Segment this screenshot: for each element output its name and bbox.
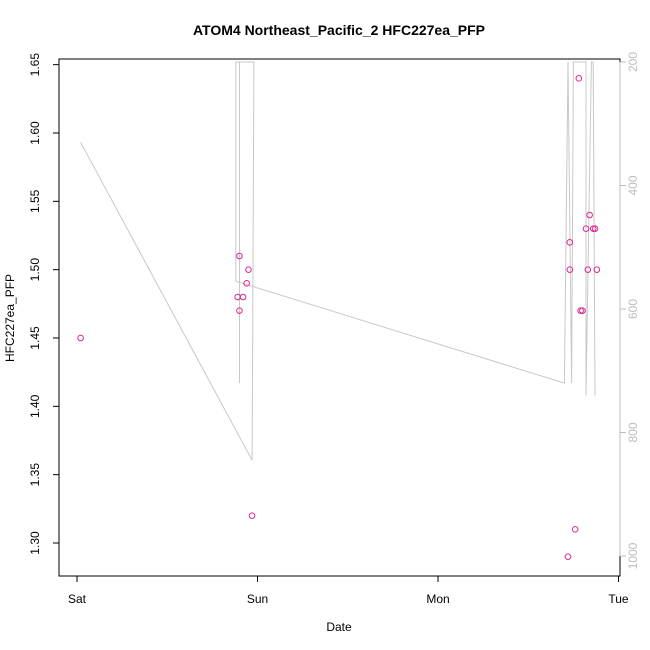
data-point bbox=[591, 225, 599, 232]
data-point bbox=[77, 334, 84, 342]
x-tick-label: Tue bbox=[608, 592, 629, 606]
data-point bbox=[577, 307, 584, 314]
x-axis-label: Date bbox=[326, 620, 352, 634]
y-tick-label: 1.50 bbox=[28, 258, 42, 282]
data-point bbox=[239, 293, 247, 301]
point-series bbox=[77, 75, 601, 560]
series-line bbox=[80, 61, 596, 461]
data-point bbox=[236, 307, 243, 314]
y2-tick-label: 200 bbox=[626, 52, 640, 72]
y2-tick-label: 800 bbox=[626, 422, 640, 442]
data-point bbox=[571, 526, 579, 533]
x-tick-label: Sun bbox=[247, 592, 268, 606]
data-point bbox=[236, 252, 243, 260]
y-tick-label: 1.35 bbox=[28, 463, 42, 487]
y-tick-label: 1.55 bbox=[28, 189, 42, 213]
data-point bbox=[566, 239, 574, 246]
x-axis: Sat Sun Mon Tue bbox=[68, 575, 629, 606]
y-tick-label: 1.30 bbox=[28, 531, 42, 555]
data-point bbox=[248, 512, 256, 519]
data-point bbox=[589, 225, 597, 232]
y-tick-label: 1.40 bbox=[28, 394, 42, 418]
y-axis-right: 200 400 600 800 1000 bbox=[619, 52, 640, 569]
data-point bbox=[564, 553, 572, 560]
chart-title: ATOM4 Northeast_Pacific_2 HFC227ea_PFP bbox=[193, 22, 485, 38]
y-tick-label: 1.60 bbox=[28, 121, 42, 145]
y-axis-left: 1.30 1.35 1.40 1.45 1.50 1.55 1.60 1.65 bbox=[28, 53, 60, 555]
y2-tick-label: 1000 bbox=[626, 542, 640, 569]
data-point bbox=[584, 266, 592, 273]
data-point bbox=[593, 266, 601, 273]
y-axis-label: HFC227ea_PFP bbox=[3, 274, 17, 362]
x-tick-label: Sat bbox=[68, 592, 87, 606]
y2-tick-label: 400 bbox=[626, 175, 640, 195]
x-tick-label: Mon bbox=[426, 592, 449, 606]
data-point bbox=[243, 280, 250, 287]
data-point bbox=[579, 307, 586, 314]
y-tick-label: 1.65 bbox=[28, 53, 42, 77]
line-series bbox=[80, 61, 596, 461]
plot-frame bbox=[58, 58, 621, 577]
data-point bbox=[575, 75, 583, 82]
y-tick-label: 1.45 bbox=[28, 326, 42, 350]
data-point bbox=[245, 266, 252, 273]
data-point bbox=[586, 211, 593, 219]
y2-tick-label: 600 bbox=[626, 299, 640, 319]
data-point bbox=[582, 225, 590, 232]
data-point bbox=[566, 266, 574, 273]
